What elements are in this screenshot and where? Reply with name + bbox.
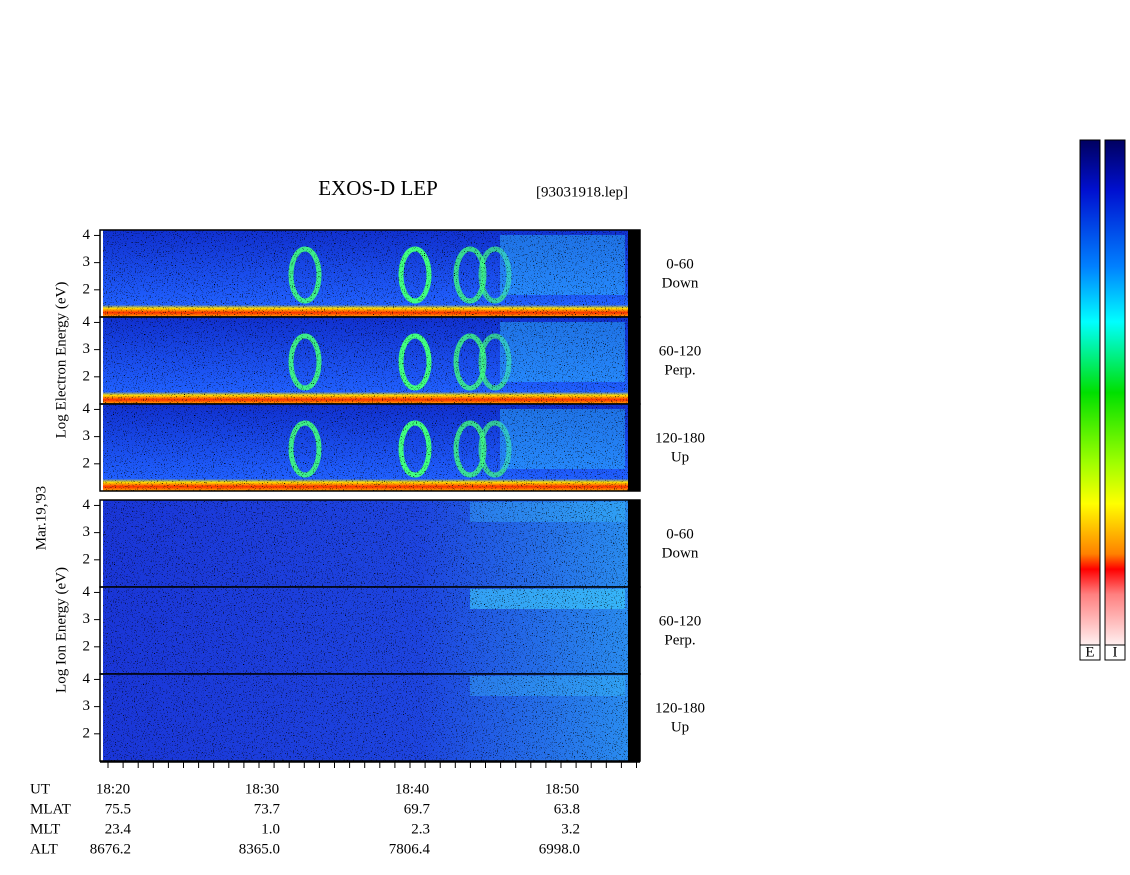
y-tick-label: 4	[83, 314, 91, 330]
colorbar-box	[1104, 644, 1126, 661]
y-tick-label: 4	[83, 227, 91, 243]
time-label: 18:40	[395, 781, 429, 797]
colorbar-label: I	[1113, 644, 1118, 660]
colorbar-label: E	[1085, 644, 1094, 660]
y-tick-label: 3	[83, 254, 91, 270]
direction: Up	[671, 719, 689, 735]
panel-frame	[99, 673, 641, 762]
ephemeris-value: 63.8	[554, 801, 580, 817]
y-tick-label: 3	[83, 611, 91, 627]
row-name: ALT	[30, 841, 58, 857]
y-tick-label: 3	[83, 524, 91, 540]
ephemeris-value: 8676.2	[90, 841, 131, 857]
no-data	[628, 317, 640, 404]
noise	[103, 230, 628, 317]
y-tick-label: 3	[83, 428, 91, 444]
direction: Down	[662, 275, 699, 291]
direction: Perp.	[664, 632, 695, 648]
direction: Perp.	[664, 362, 695, 378]
row-name: MLAT	[30, 801, 71, 817]
y-tick-label: 3	[83, 698, 91, 714]
pitch-angle: 60-120	[659, 613, 702, 629]
panel-frame	[99, 403, 641, 492]
pitch-angle: 60-120	[659, 343, 702, 359]
no-data	[628, 674, 640, 761]
noise	[103, 404, 628, 491]
ephemeris-value: 2.3	[411, 821, 430, 837]
no-data	[628, 230, 640, 317]
noise	[103, 500, 628, 587]
y-tick-label: 4	[83, 671, 91, 687]
colorbar-box	[1079, 644, 1101, 661]
pitch-angle: 120-180	[655, 700, 705, 716]
y-tick-label: 2	[83, 725, 91, 741]
time-label: 18:20	[96, 781, 130, 797]
ephemeris-value: 6998.0	[539, 841, 580, 857]
y-tick-label: 4	[83, 497, 91, 513]
ephemeris-value: 7806.4	[389, 841, 431, 857]
noise	[103, 674, 628, 761]
ephemeris-value: 1.0	[261, 821, 280, 837]
ephemeris-value: 3.2	[561, 821, 580, 837]
time-label: 18:30	[245, 781, 279, 797]
colorbar	[1079, 139, 1101, 646]
no-data	[628, 404, 640, 491]
y-tick-label: 2	[83, 551, 91, 567]
direction: Down	[662, 545, 699, 561]
row-name: UT	[30, 781, 50, 797]
y-tick-label: 4	[83, 584, 91, 600]
plots: 2 3 4 0-60 Down 2 3 4 60-120 Perp. 2 3 4 120-180 Up 2 3 4…	[30, 227, 705, 858]
axis-label: Log Electron Energy (eV)	[53, 282, 69, 439]
ephemeris-value: 73.7	[254, 801, 281, 817]
pitch-angle: 120-180	[655, 430, 705, 446]
direction: Up	[671, 449, 689, 465]
y-tick-label: 4	[83, 401, 91, 417]
time-label: 18:50	[545, 781, 579, 797]
y-tick-label: 2	[83, 455, 91, 471]
ephemeris-value: 75.5	[105, 801, 131, 817]
colorbar	[1104, 139, 1126, 646]
y-tick-label: 2	[83, 638, 91, 654]
pitch-angle: 0-60	[666, 256, 694, 272]
file-name: [93031918.lep]	[536, 184, 628, 200]
no-data	[628, 500, 640, 587]
axis-label: Log Ion Energy (eV)	[53, 567, 69, 693]
y-tick-label: 2	[83, 281, 91, 297]
y-tick-label: 3	[83, 341, 91, 357]
ephemeris-value: 8365.0	[239, 841, 280, 857]
date: Mar.19,'93	[33, 486, 49, 550]
noise	[103, 317, 628, 404]
row-name: MLT	[30, 821, 60, 837]
ephemeris-value: 69.7	[404, 801, 431, 817]
pitch-angle: 0-60	[666, 526, 694, 542]
y-tick-label: 2	[83, 368, 91, 384]
no-data	[628, 587, 640, 674]
noise	[103, 587, 628, 674]
title: EXOS-D LEP	[318, 176, 438, 200]
ephemeris-value: 23.4	[105, 821, 132, 837]
